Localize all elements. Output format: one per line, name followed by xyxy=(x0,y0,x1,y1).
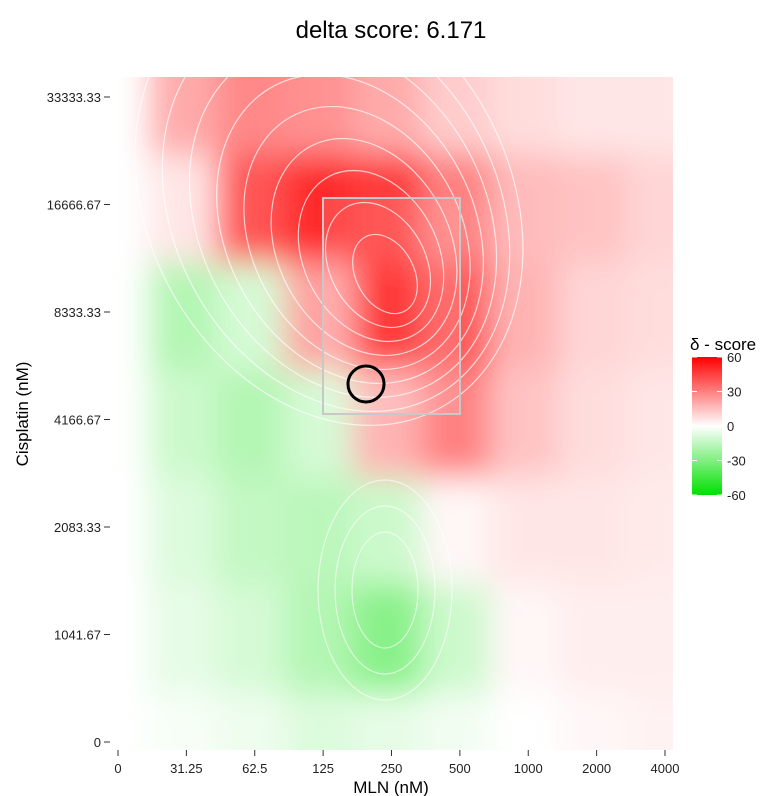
contour-line xyxy=(188,77,498,399)
contour-line xyxy=(161,77,511,413)
heat-cell xyxy=(284,77,362,155)
contour-line xyxy=(134,77,524,427)
heat-cell xyxy=(216,77,293,155)
heat-cell xyxy=(558,77,635,155)
heat-cell xyxy=(626,469,673,585)
contour-line xyxy=(334,505,436,675)
legend-tick-label: -60 xyxy=(727,488,746,503)
legend-ticks: 60 30 0 -30 -60 xyxy=(692,350,746,503)
heat-cell xyxy=(353,469,430,585)
heat-cell xyxy=(284,684,362,750)
heatmap-panel xyxy=(110,77,673,750)
heat-cell xyxy=(558,469,635,585)
heat-cell xyxy=(148,77,225,155)
heat-cell xyxy=(284,469,362,585)
heat-cell xyxy=(216,361,293,478)
heat-cell xyxy=(353,361,430,478)
heat-cell xyxy=(216,469,293,585)
chart-title: delta score: 6.171 xyxy=(296,17,487,44)
heat-cell xyxy=(421,77,499,155)
heat-cell xyxy=(626,684,673,750)
y-axis-label: Cisplatin (nM) xyxy=(13,362,32,467)
heat-cell xyxy=(490,469,567,585)
legend-tick-label: 60 xyxy=(727,350,741,365)
x-tick-label: 125 xyxy=(312,761,334,776)
x-tick-label: 500 xyxy=(449,761,471,776)
heat-cell xyxy=(558,254,635,370)
heat-cell xyxy=(216,254,293,370)
x-tick-label: 4000 xyxy=(651,761,680,776)
heat-cell xyxy=(558,361,635,478)
legend-tick-label: -30 xyxy=(727,454,746,469)
y-tick-label: 0 xyxy=(94,735,101,750)
legend-tick-label: 30 xyxy=(727,385,741,400)
x-tick-label: 0 xyxy=(114,761,121,776)
heat-cell xyxy=(148,576,225,693)
legend-tick-label: 0 xyxy=(727,419,734,434)
x-tick-label: 31.25 xyxy=(170,761,203,776)
heat-cell xyxy=(148,146,225,263)
contour-line xyxy=(270,137,458,357)
y-tick-label: 1041.67 xyxy=(54,628,101,643)
heat-cell xyxy=(626,146,673,263)
legend-title: δ - score xyxy=(690,335,756,354)
x-tick-label: 2000 xyxy=(582,761,611,776)
heat-cell xyxy=(148,254,225,370)
highlight-region xyxy=(322,197,461,415)
heat-cell xyxy=(558,146,635,263)
heat-cell xyxy=(490,361,567,478)
contour-line xyxy=(317,479,453,701)
x-tick-label: 62.5 xyxy=(242,761,267,776)
y-tick-label: 16666.67 xyxy=(47,198,101,213)
heat-cell xyxy=(110,684,157,750)
heat-cell xyxy=(216,684,293,750)
heat-cell xyxy=(626,77,673,155)
heatmap-cells xyxy=(110,77,673,750)
heat-cell xyxy=(558,576,635,693)
heat-cell xyxy=(148,469,225,585)
x-tick-label: 1000 xyxy=(514,761,543,776)
contour-line xyxy=(243,105,471,371)
heat-cell xyxy=(216,146,293,263)
heat-cell xyxy=(490,77,567,155)
legend: δ - score 60 30 0 -30 -60 xyxy=(690,335,756,503)
contour-line xyxy=(297,169,445,343)
heat-cell xyxy=(148,361,225,478)
x-axis: 0 31.25 62.5 125 250 500 1000 2000 4000 xyxy=(114,750,679,776)
y-tick-label: 4166.67 xyxy=(54,413,101,428)
x-tick-label: 250 xyxy=(381,761,403,776)
y-tick-label: 2083.33 xyxy=(54,520,101,535)
x-axis-label: MLN (nM) xyxy=(353,778,429,796)
heat-cell xyxy=(558,684,635,750)
contour-line xyxy=(216,77,484,385)
heat-cell xyxy=(490,576,567,693)
contour-line xyxy=(352,233,418,315)
contour-lines xyxy=(134,77,524,701)
heat-cell xyxy=(490,684,567,750)
contour-line xyxy=(351,531,419,649)
heat-cell xyxy=(216,576,293,693)
heat-cell xyxy=(148,684,225,750)
heat-cell xyxy=(421,576,499,693)
heat-cell xyxy=(626,576,673,693)
contour-line xyxy=(324,201,432,329)
highlight-marker xyxy=(346,364,386,404)
heat-cell xyxy=(353,254,430,370)
y-axis: 0 1041.67 2083.33 4166.67 8333.33 16666.67 333… xyxy=(47,90,110,750)
heat-cell xyxy=(490,146,567,263)
heat-cell xyxy=(421,469,499,585)
heat-cell xyxy=(626,254,673,370)
heat-cell xyxy=(626,361,673,478)
heat-cell xyxy=(421,684,499,750)
heat-cell xyxy=(490,254,567,370)
y-tick-label: 8333.33 xyxy=(54,305,101,320)
y-tick-label: 33333.33 xyxy=(47,90,101,105)
